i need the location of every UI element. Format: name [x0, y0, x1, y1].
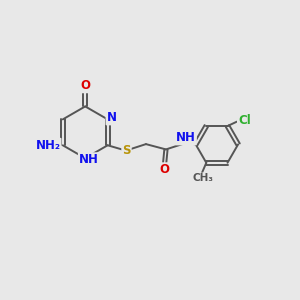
- Text: NH₂: NH₂: [36, 139, 61, 152]
- Text: N: N: [106, 111, 116, 124]
- Text: NH: NH: [79, 153, 99, 166]
- Text: CH₃: CH₃: [193, 173, 214, 183]
- Text: NH: NH: [176, 131, 196, 144]
- Text: Cl: Cl: [238, 114, 251, 127]
- Text: O: O: [80, 79, 90, 92]
- Text: O: O: [159, 163, 169, 176]
- Text: S: S: [122, 144, 131, 158]
